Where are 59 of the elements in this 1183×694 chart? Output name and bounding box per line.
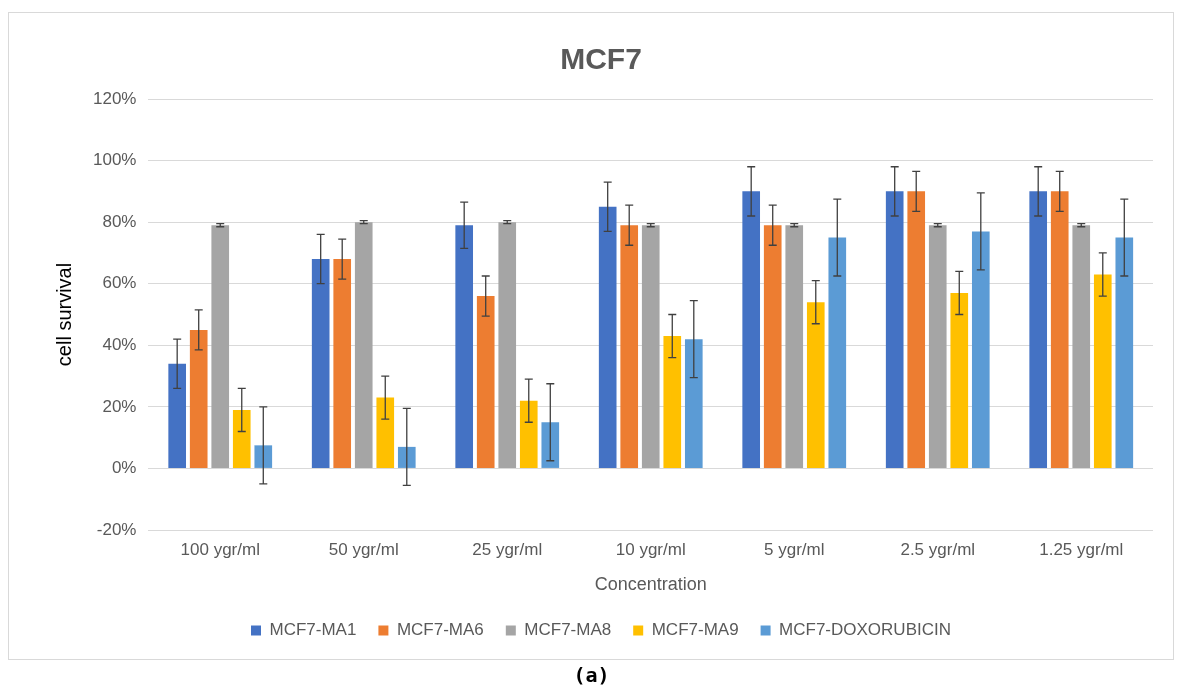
bar [1093, 274, 1112, 468]
text: (a) [572, 663, 611, 687]
y-tick-label: 0% [111, 458, 137, 478]
y-tick-label: 20% [102, 396, 137, 416]
bar [168, 363, 187, 468]
bar [1050, 191, 1069, 468]
x-tick-label: 100 ygr/ml [180, 539, 260, 559]
x-tick-label: 10 ygr/ml [615, 539, 686, 559]
bar [541, 422, 560, 468]
bar [1115, 237, 1134, 468]
y-tick-label: 40% [102, 334, 137, 354]
bar [354, 222, 373, 468]
bar [189, 329, 208, 468]
bar [476, 296, 495, 468]
x-tick-label: 1.25 ygr/ml [1039, 539, 1124, 559]
bar [498, 222, 517, 468]
legend-label: MCF7-DOXORUBICIN [779, 620, 951, 640]
bar [950, 292, 969, 468]
y-tick-label: 120% [93, 88, 137, 108]
bar [397, 446, 416, 468]
y-tick-label: 80% [102, 211, 137, 231]
bar [806, 302, 825, 468]
bar [828, 237, 847, 468]
bar [928, 225, 947, 468]
bar [455, 225, 474, 468]
bar [1029, 191, 1048, 468]
bar [598, 206, 617, 468]
legend-label: MCF7-MA6 [396, 620, 484, 640]
bar [376, 397, 395, 468]
legend-label: MCF7-MA8 [524, 620, 612, 640]
y-tick-label: 60% [102, 273, 137, 293]
legend-label: MCF7-MA9 [651, 620, 739, 640]
bar [885, 191, 904, 468]
bar [311, 259, 330, 468]
x-tick-label: 5 ygr/ml [764, 539, 825, 559]
bar [971, 231, 990, 468]
bar [663, 336, 682, 468]
x-tick-label: 50 ygr/ml [328, 539, 399, 559]
bar [785, 225, 804, 468]
bar [232, 409, 251, 468]
y-axis-title: cell survival [52, 262, 75, 367]
bar [333, 259, 352, 468]
bar [907, 191, 926, 468]
x-tick-label: 25 ygr/ml [472, 539, 543, 559]
bar [620, 225, 639, 468]
chart-title: MCF7 [560, 42, 642, 76]
bar [641, 225, 660, 468]
bar [519, 400, 538, 468]
bar [254, 445, 273, 468]
legend-label: MCF7-MA1 [269, 620, 357, 640]
bar [763, 225, 782, 468]
y-tick-label: -20% [96, 519, 137, 539]
bar [742, 191, 761, 468]
bar [684, 339, 703, 468]
x-axis-title: Concentration [594, 574, 707, 595]
x-tick-label: 2.5 ygr/ml [900, 539, 976, 559]
bar [211, 225, 230, 468]
bar [1072, 225, 1091, 468]
y-tick-label: 100% [93, 150, 137, 170]
